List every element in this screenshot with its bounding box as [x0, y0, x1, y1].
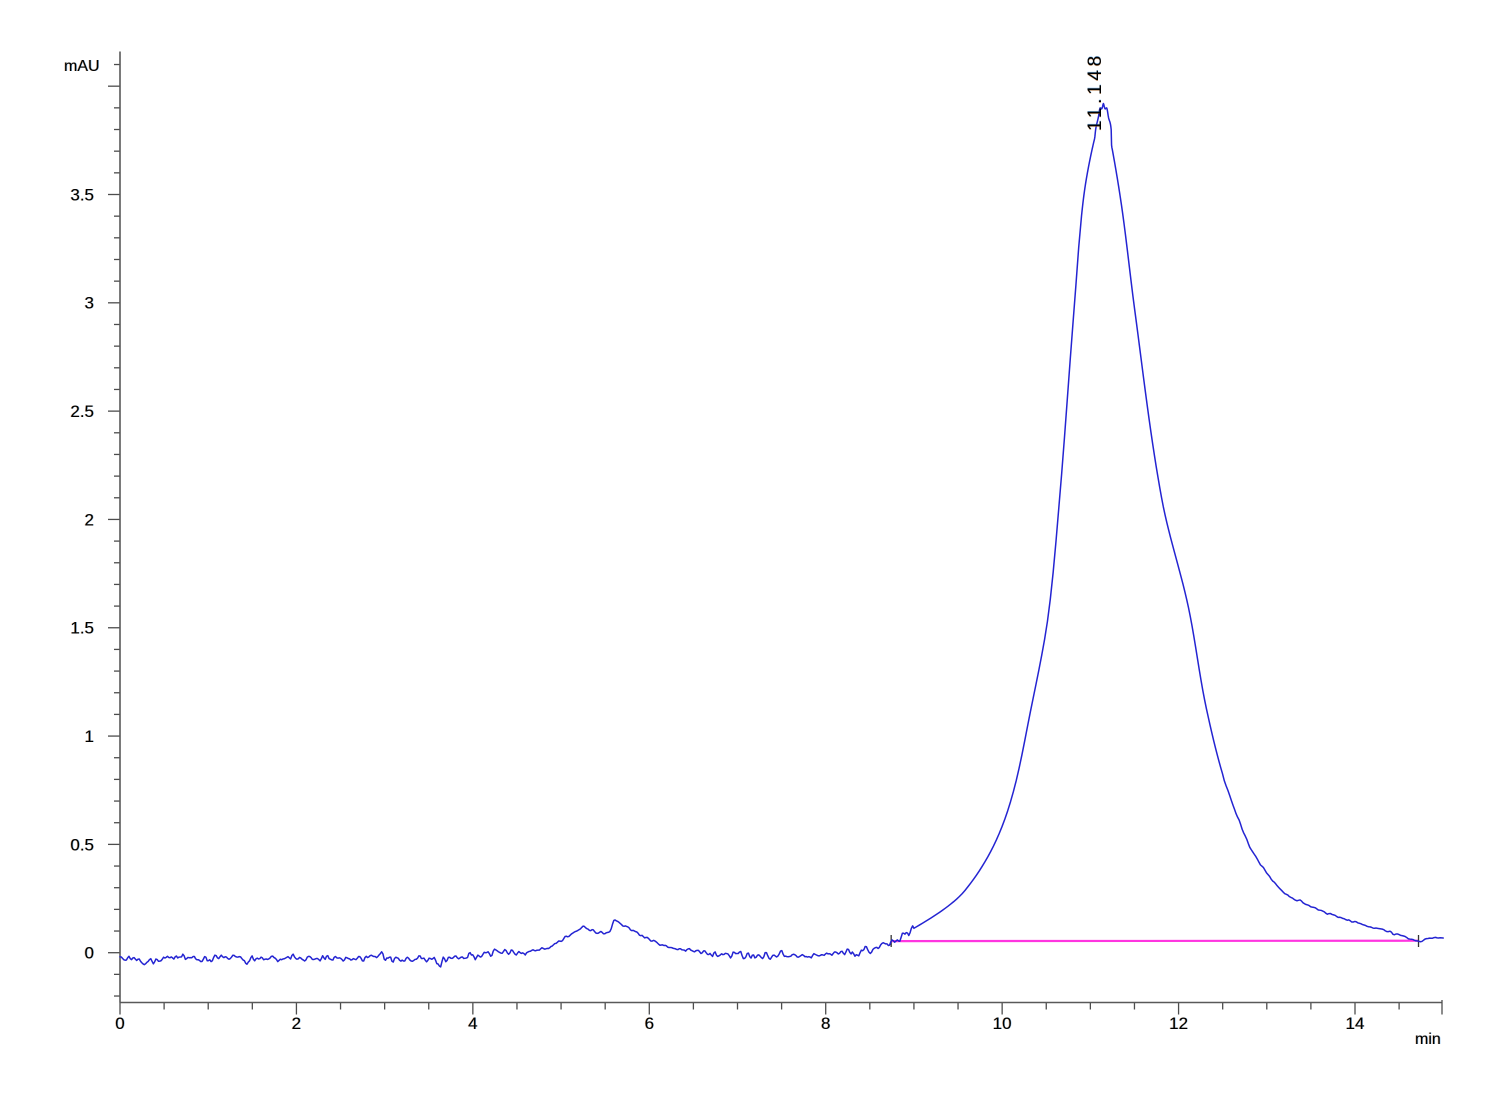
svg-text:0.5: 0.5	[70, 836, 94, 855]
svg-text:2: 2	[292, 1014, 301, 1033]
svg-text:12: 12	[1169, 1014, 1188, 1033]
svg-text:1.5: 1.5	[70, 619, 94, 638]
svg-text:6: 6	[645, 1014, 654, 1033]
svg-text:3.5: 3.5	[70, 186, 94, 205]
svg-text:14: 14	[1346, 1014, 1365, 1033]
svg-text:0: 0	[115, 1014, 124, 1033]
svg-text:4: 4	[468, 1014, 477, 1033]
svg-text:8: 8	[821, 1014, 830, 1033]
svg-text:2.5: 2.5	[70, 402, 94, 421]
svg-text:mAU: mAU	[64, 58, 100, 75]
svg-text:0: 0	[85, 944, 94, 963]
svg-text:3: 3	[85, 294, 94, 313]
svg-text:2: 2	[85, 511, 94, 530]
svg-text:min: min	[1415, 1031, 1441, 1048]
svg-text:11.148: 11.148	[1085, 52, 1106, 131]
svg-text:10: 10	[993, 1014, 1012, 1033]
svg-text:1: 1	[85, 727, 94, 746]
